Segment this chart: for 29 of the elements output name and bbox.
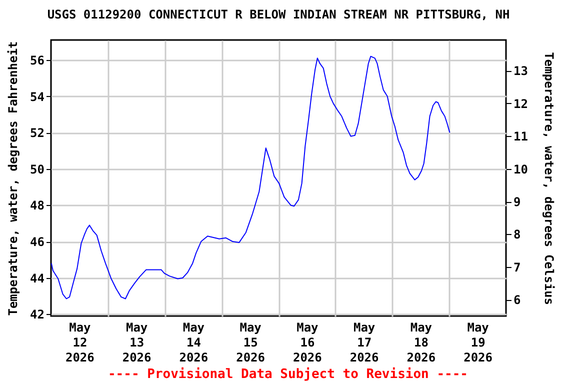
text: ---- Provisional Data Subject to Revision ---- (106, 367, 470, 382)
y2-tick-label: 11 (514, 130, 528, 144)
y2-tick-label: 7 (514, 260, 521, 274)
x-tick-label: May 16 2026 (292, 320, 322, 364)
y2-tick-label: 10 (514, 162, 528, 176)
y2-tick-label: 9 (514, 195, 521, 210)
line-series (50, 56, 450, 300)
y2-axis-title: Temperature, water, degrees Celsius (542, 52, 556, 305)
y-tick-label: 44 (30, 271, 44, 286)
y-tick-label: 54 (30, 90, 44, 104)
x-tick-label: May 12 2026 (65, 320, 94, 364)
y2-tick-label: 13 (514, 64, 528, 78)
x-tick-label: May 18 2026 (406, 320, 436, 364)
y-tick-label: 48 (30, 198, 44, 213)
y-tick-label: 42 (30, 308, 44, 322)
y-tick-label: 46 (30, 235, 44, 250)
y2-tick-label: 8 (514, 228, 521, 242)
x-tick-label: May 14 2026 (179, 320, 208, 364)
y-axis-title: Temperature, water, degrees Fahrenheit (6, 41, 20, 316)
y-tick-label: 56 (30, 53, 44, 68)
x-tick-label: May 19 2026 (464, 320, 493, 364)
x-tick-label: May 15 2026 (236, 320, 266, 364)
x-tick-label: May 13 2026 (122, 320, 152, 364)
x-tick-label: May 17 2026 (350, 320, 379, 364)
y2-tick-label: 12 (514, 96, 528, 111)
y-tick-label: 50 (30, 162, 44, 176)
y2-tick-label: 6 (514, 293, 521, 308)
y-tick-label: 52 (30, 126, 44, 140)
chart-title: USGS 01129200 CONNECTICUT R BELOW INDIAN STREAM NR PITTSBURG, NH (47, 7, 510, 22)
